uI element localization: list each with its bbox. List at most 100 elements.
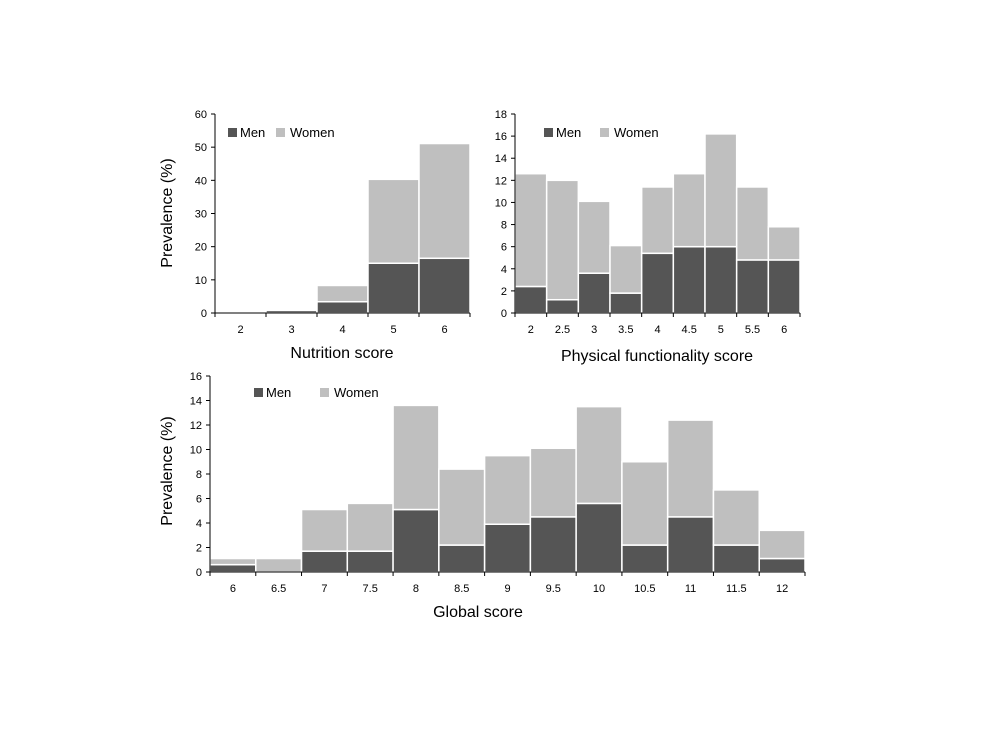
y-tick-label: 10 [495,197,507,209]
y-tick-label: 8 [196,469,202,481]
bar-women-4 [640,186,675,255]
y-tick-label: 10 [195,275,207,287]
legend-swatch-men [544,128,553,137]
y-tick-label: 16 [190,371,202,383]
x-tick-label: 9 [504,583,510,595]
bar-women-2.5 [545,179,580,301]
y-tick-label: 20 [195,242,207,254]
x-tick-label: 11.5 [726,583,747,595]
bar-men-2.5 [545,298,580,314]
bar-women-5.5 [735,186,770,261]
y-tick-label: 8 [501,220,507,232]
bar-women-4.5 [672,172,706,248]
x-axis-title: Physical functionality score [561,348,753,365]
x-tick-label: 6 [781,324,787,336]
bar-men-6 [418,257,471,314]
physical-functionality-chart: 0 2 4 6 8 10 12 14 16 18 2 2.5 3 3.5 4 4.5 5 5.5 6 Physical… [495,109,801,365]
y-tick-label: 0 [201,308,207,320]
y-tick-label: 14 [495,153,507,165]
legend-swatch-men [228,128,237,137]
bar-women-3.5 [609,244,643,294]
bar-women-2 [514,172,548,288]
bar-women-3 [265,308,318,312]
legend-label-women: Women [290,125,335,140]
bar-women-12 [758,529,806,560]
x-tick-label: 3 [591,324,597,336]
x-tick-label: 7 [321,583,327,595]
x-tick-label: 4 [654,324,660,336]
x-tick-label: 2.5 [555,324,570,336]
x-tick-label: 8.5 [454,583,469,595]
bar-women-3 [577,200,611,274]
bar-men-8 [392,508,440,573]
y-tick-label: 4 [196,518,202,530]
bar-women-10 [575,405,623,505]
y-tick-label: 60 [195,109,207,121]
bar-women-4 [316,284,369,303]
legend: Men Women [228,125,335,140]
x-tick-label: 12 [776,583,788,595]
bar-men-7 [300,550,349,573]
x-tick-label: 10 [593,583,605,595]
bar-men-12 [758,557,806,573]
bar-men-3.5 [609,292,643,314]
legend-label-men: Men [240,125,265,140]
y-tick-label: 4 [501,264,507,276]
x-tick-label: 6 [441,324,447,336]
bar-women-11.5 [712,489,760,546]
bar-men-10 [575,502,623,573]
global-score-chart: 0 2 4 6 8 10 12 14 16 6 6.5 7 7.5 8 8.5 9 9.5 10 10.5 11 11.… [159,371,806,621]
x-axis-title: Global score [433,604,523,621]
y-tick-label: 0 [501,308,507,320]
bar-men-6 [209,563,257,573]
bar-women-6 [418,142,471,260]
x-tick-label: 8 [413,583,419,595]
y-tick-label: 6 [196,494,202,506]
x-tick-label: 7.5 [363,583,378,595]
bar-men-4 [640,252,675,314]
x-tick-label: 2 [237,324,243,336]
y-tick-label: 14 [190,396,202,408]
x-tick-label: 5 [718,324,724,336]
y-tick-label: 2 [196,543,202,555]
legend-label-men: Men [556,125,581,140]
legend-label-women: Women [334,385,379,400]
bar-women-6 [767,226,801,261]
nutrition-chart: 0 10 20 30 40 50 60 2 3 4 5 6 Nutrition score Prevale… [159,109,471,362]
legend: Men Women [254,385,379,400]
bar-women-6 [209,557,257,566]
y-tick-label: 30 [195,209,207,221]
x-tick-label: 6 [230,583,236,595]
bar-men-5 [704,245,738,314]
x-tick-label: 4.5 [682,324,697,336]
bar-men-10.5 [621,544,669,573]
bar-men-11.5 [712,544,760,573]
bar-men-6 [767,259,801,314]
x-tick-label: 4 [339,324,345,336]
bar-women-6.5 [255,557,303,573]
x-tick-label: 9.5 [546,583,561,595]
bar-men-11 [666,516,715,573]
bar-women-5 [704,133,738,248]
x-tick-label: 5.5 [745,324,760,336]
x-tick-label: 5 [390,324,396,336]
bars-group [514,133,801,314]
x-axis-title: Nutrition score [290,345,393,362]
bar-women-8 [392,404,440,511]
y-tick-label: 12 [190,420,202,432]
bar-men-5 [367,262,420,314]
bar-men-2 [514,285,548,314]
x-tick-label: 3 [288,324,294,336]
legend-label-women: Women [614,125,659,140]
y-tick-label: 50 [195,142,207,154]
y-axis-title: Prevalence (%) [159,416,176,525]
bar-men-5.5 [735,259,770,314]
bar-women-9 [483,454,532,525]
bar-men-7.5 [346,550,394,573]
bar-men-4.5 [672,245,706,314]
y-tick-label: 18 [495,109,507,121]
legend-swatch-women [320,388,329,397]
legend-label-men: Men [266,385,291,400]
bars-group [265,142,471,314]
